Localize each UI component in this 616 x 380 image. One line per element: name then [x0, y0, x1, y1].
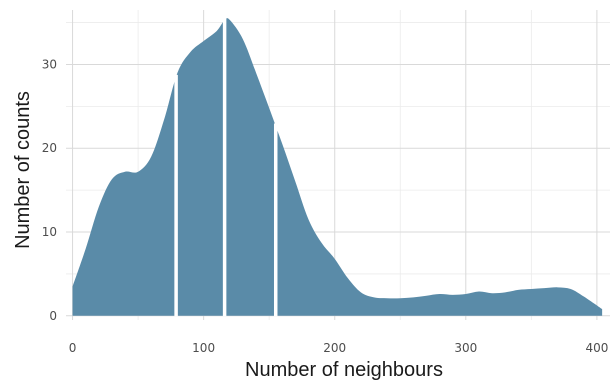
- x-tick-label: 300: [454, 341, 477, 355]
- x-tick-label: 400: [585, 341, 608, 355]
- density-fill: [72, 18, 603, 316]
- y-tick-label: 20: [42, 141, 57, 155]
- y-tick-label: 0: [49, 309, 57, 323]
- density-area: [72, 17, 603, 317]
- x-tick-label: 200: [323, 341, 346, 355]
- axis-ticks: 0 100 200 300 400 0 10 20 30: [42, 57, 609, 355]
- y-tick-label: 30: [42, 57, 57, 71]
- x-tick-label: 0: [69, 341, 77, 355]
- y-tick-label: 10: [42, 225, 57, 239]
- x-axis-title: Number of neighbours: [245, 359, 443, 380]
- y-axis-title: Number of counts: [12, 91, 34, 249]
- x-tick-label: 100: [192, 341, 215, 355]
